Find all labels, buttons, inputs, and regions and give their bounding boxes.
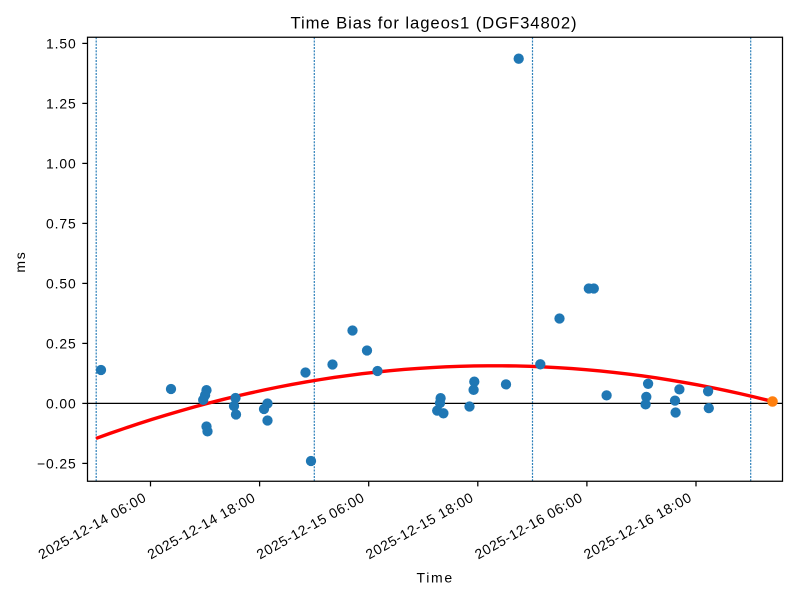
svg-text:−0.25: −0.25 <box>37 456 77 472</box>
svg-text:2025-12-16 06:00: 2025-12-16 06:00 <box>472 489 586 562</box>
svg-text:Time: Time <box>416 569 453 585</box>
svg-text:1.50: 1.50 <box>46 36 77 52</box>
svg-text:2025-12-14 18:00: 2025-12-14 18:00 <box>145 489 259 562</box>
svg-text:2025-12-15 06:00: 2025-12-15 06:00 <box>254 489 368 562</box>
svg-text:0.50: 0.50 <box>46 276 77 292</box>
svg-text:0.25: 0.25 <box>46 336 77 352</box>
svg-text:0.75: 0.75 <box>46 216 77 232</box>
svg-text:0.00: 0.00 <box>46 396 77 412</box>
svg-text:Time Bias for lageos1 (DGF3480: Time Bias for lageos1 (DGF34802) <box>291 13 578 32</box>
svg-text:2025-12-14 06:00: 2025-12-14 06:00 <box>35 489 149 562</box>
svg-text:1.25: 1.25 <box>46 96 77 112</box>
svg-text:ms: ms <box>12 251 28 273</box>
svg-text:2025-12-15 18:00: 2025-12-15 18:00 <box>363 489 477 562</box>
svg-text:1.00: 1.00 <box>46 156 77 172</box>
svg-text:2025-12-16 18:00: 2025-12-16 18:00 <box>581 489 695 562</box>
